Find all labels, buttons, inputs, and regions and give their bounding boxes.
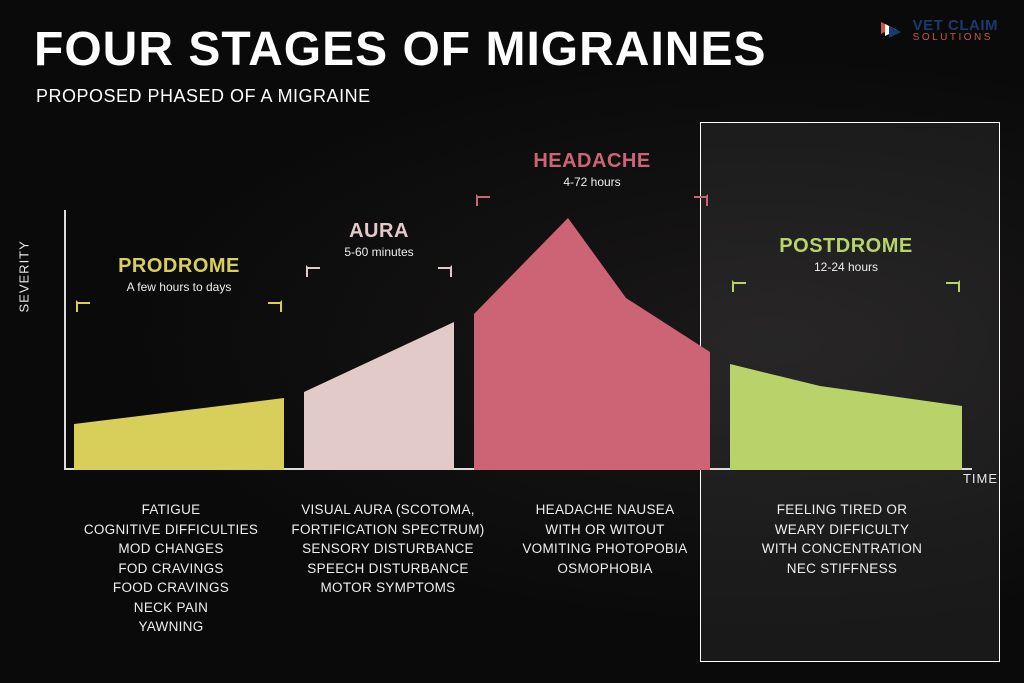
symptom-line: WITH CONCENTRATION	[722, 539, 962, 559]
phase-area-prodrome	[74, 398, 284, 470]
plot-area: PRODROME A few hours to days AURA 5-60 minu…	[66, 150, 970, 470]
phase-duration-headache: 4-72 hours	[474, 175, 710, 189]
symptom-line: COGNITIVE DIFFICULTIES	[66, 520, 276, 540]
symptom-line: VISUAL AURA (SCOTOMA,	[288, 500, 488, 520]
phase-header-headache: HEADACHE 4-72 hours	[474, 150, 710, 189]
symptom-line: VOMITING PHOTOPOBIA	[500, 539, 710, 559]
symptom-line: FATIGUE	[66, 500, 276, 520]
symptom-line: SPEECH DISTURBANCE	[288, 559, 488, 579]
subtitle: PROPOSED PHASED OF A MIGRAINE	[36, 86, 371, 107]
phase-bracket-postdrome	[732, 280, 960, 292]
logo-line1: VET CLAIM	[913, 18, 998, 33]
symptoms-aura: VISUAL AURA (SCOTOMA,FORTIFICATION SPECT…	[288, 500, 488, 637]
phase-header-aura: AURA 5-60 minutes	[304, 220, 454, 259]
phase-duration-aura: 5-60 minutes	[304, 245, 454, 259]
symptom-line: WEARY DIFFICULTY	[722, 520, 962, 540]
flag-icon	[879, 20, 907, 42]
phase-name-aura: AURA	[304, 220, 454, 243]
symptom-line: HEADACHE NAUSEA	[500, 500, 710, 520]
phase-headache	[474, 218, 710, 470]
chart: SEVERITY TIME PRODROMEA few hours to day…	[36, 150, 996, 500]
symptom-line: FOOD CRAVINGS	[66, 578, 276, 598]
phase-duration-postdrome: 12-24 hours	[730, 260, 962, 274]
symptom-line: NEC STIFFNESS	[722, 559, 962, 579]
phase-duration-prodrome: A few hours to days	[74, 280, 284, 294]
phase-postdrome	[730, 364, 962, 470]
phase-name-postdrome: POSTDROME	[730, 235, 962, 258]
phase-bracket-aura	[306, 265, 452, 277]
symptom-line: FEELING TIRED OR	[722, 500, 962, 520]
symptoms-row: FATIGUECOGNITIVE DIFFICULTIESMOD CHANGES…	[66, 500, 970, 637]
symptoms-headache: HEADACHE NAUSEAWITH OR WITOUTVOMITING PH…	[500, 500, 710, 637]
phase-area-headache	[474, 218, 710, 470]
symptom-line: FORTIFICATION SPECTRUM)	[288, 520, 488, 540]
phase-aura	[304, 322, 454, 470]
phase-area-aura	[304, 322, 454, 470]
phase-header-prodrome: PRODROME A few hours to days	[74, 255, 284, 294]
main-title: FOUR STAGES OF MIGRAINES	[34, 22, 766, 77]
phase-name-headache: HEADACHE	[474, 150, 710, 173]
phase-name-prodrome: PRODROME	[74, 255, 284, 278]
symptom-line: OSMOPHOBIA	[500, 559, 710, 579]
x-axis-label: TIME	[963, 471, 998, 486]
phase-header-postdrome: POSTDROME 12-24 hours	[730, 235, 962, 274]
symptom-line: MOD CHANGES	[66, 539, 276, 559]
logo: VET CLAIM SOLUTIONS	[879, 18, 998, 43]
symptom-line: NECK PAIN	[66, 598, 276, 618]
phase-bracket-prodrome	[76, 300, 282, 312]
symptom-line: FOD CRAVINGS	[66, 559, 276, 579]
symptom-line: MOTOR SYMPTOMS	[288, 578, 488, 598]
symptom-line: SENSORY DISTURBANCE	[288, 539, 488, 559]
phase-prodrome	[74, 398, 284, 470]
y-axis-label: SEVERITY	[17, 240, 32, 312]
logo-line2: SOLUTIONS	[913, 33, 998, 43]
phase-bracket-headache	[476, 194, 708, 206]
symptoms-postdrome: FEELING TIRED ORWEARY DIFFICULTYWITH CON…	[722, 500, 962, 637]
phase-area-postdrome	[730, 364, 962, 470]
symptoms-prodrome: FATIGUECOGNITIVE DIFFICULTIESMOD CHANGES…	[66, 500, 276, 637]
symptom-line: YAWNING	[66, 617, 276, 637]
symptom-line: WITH OR WITOUT	[500, 520, 710, 540]
